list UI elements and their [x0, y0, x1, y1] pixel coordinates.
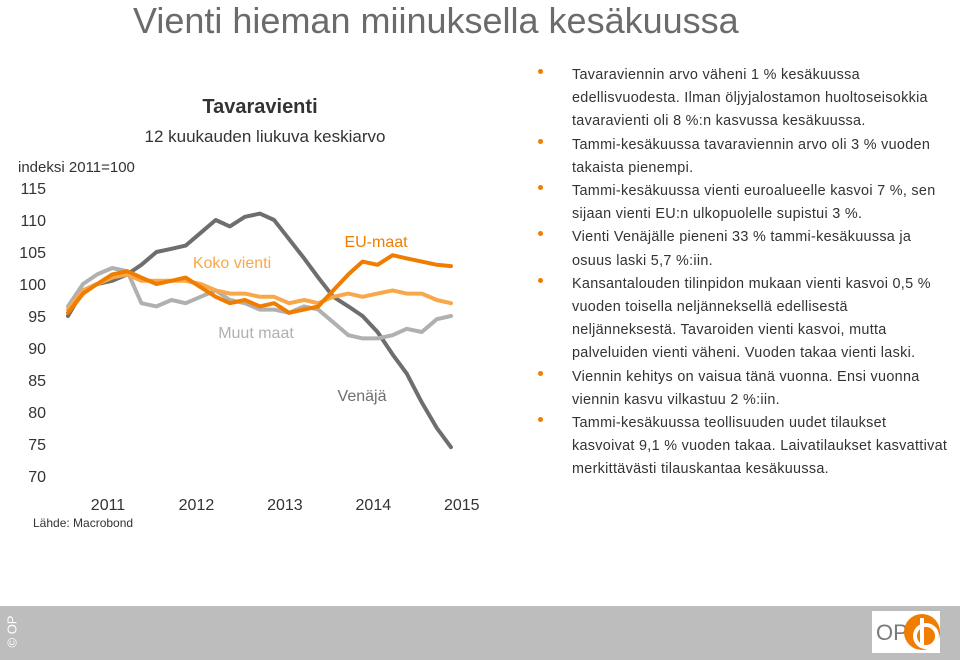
- y-tick-label: 105: [19, 245, 46, 262]
- x-tick-label: 2012: [179, 497, 215, 514]
- slide-title: Vienti hieman miinuksella kesäkuussa: [133, 0, 739, 41]
- x-tick-label: 2013: [267, 497, 303, 514]
- bullet-dot-icon: [538, 277, 543, 283]
- bullet-text: Tammi-kesäkuussa tavaraviennin arvo oli …: [572, 136, 931, 176]
- footer-bar: © OP: [0, 606, 960, 660]
- series-line-muut-maat: [66, 266, 453, 341]
- series-label: Muut maat: [218, 325, 294, 342]
- bullet-item: Viennin kehitys on vaisua tänä vuonna. E…: [538, 366, 950, 412]
- y-tick-label: 75: [28, 437, 46, 454]
- series-label: EU-maat: [344, 234, 408, 251]
- series-label: Koko vienti: [193, 255, 271, 272]
- bullet-item: Tammi-kesäkuussa vienti euroalueelle kas…: [538, 180, 950, 226]
- op-logo-icon: [904, 614, 940, 650]
- bullet-item: Kansantalouden tilinpidon mukaan vienti …: [538, 273, 950, 366]
- bullet-item: Vienti Venäjälle pieneni 33 % tammi-kesä…: [538, 226, 950, 272]
- bullet-dot-icon: [538, 231, 543, 237]
- y-tick-label: 110: [20, 213, 46, 230]
- chart-subtitle: 12 kuukauden liukuva keskiarvo: [144, 127, 386, 146]
- y-tick-label: 85: [28, 373, 46, 390]
- bullet-text: Tavaraviennin arvo väheni 1 % kesäkuussa…: [572, 67, 928, 130]
- y-tick-label: 95: [28, 309, 46, 326]
- chart-title: Tavaravienti: [202, 96, 318, 118]
- bullet-dot-icon: [538, 370, 543, 376]
- bullet-item: Tavaraviennin arvo väheni 1 % kesäkuussa…: [538, 64, 950, 134]
- logo-text: OP: [876, 620, 908, 645]
- bullet-text: Kansantalouden tilinpidon mukaan vienti …: [572, 275, 931, 362]
- y-tick-label: 115: [20, 181, 46, 198]
- line-chart: 70 75 80 85 90 95 100 105 110 115 2011 2012 2013 2014…: [19, 181, 480, 514]
- y-tick-label: 100: [19, 277, 46, 294]
- y-tick-label: 90: [28, 341, 46, 358]
- x-tick-label: 2011: [91, 497, 126, 514]
- y-tick-label: 80: [28, 405, 46, 422]
- x-tick-label: 2015: [444, 497, 480, 514]
- y-axis-caption: indeksi 2011=100: [18, 159, 135, 176]
- bullet-text: Viennin kehitys on vaisua tänä vuonna. E…: [572, 368, 920, 408]
- bullet-text: Tammi-kesäkuussa vienti euroalueelle kas…: [572, 183, 936, 223]
- bullet-text: Tammi-kesäkuussa teollisuuden uudet tila…: [572, 415, 948, 478]
- series-line-koko-vienti: [66, 272, 453, 312]
- series-label: Venäjä: [338, 388, 387, 405]
- bullet-dot-icon: [538, 69, 543, 74]
- bullet-dot-icon: [538, 138, 543, 144]
- x-tick-label: 2014: [356, 497, 392, 514]
- bullet-item: Tammi-kesäkuussa tavaraviennin arvo oli …: [538, 134, 950, 180]
- bullet-dot-icon: [538, 185, 543, 191]
- bullet-list: Tavaraviennin arvo väheni 1 % kesäkuussa…: [538, 64, 950, 482]
- copyright-text: © OP: [4, 615, 20, 648]
- y-tick-label: 70: [28, 469, 46, 486]
- source-note: Lähde: Macrobond: [33, 516, 134, 530]
- bullet-item: Tammi-kesäkuussa teollisuuden uudet tila…: [538, 412, 950, 482]
- bullet-dot-icon: [538, 417, 543, 423]
- series-line-eu-maat: [66, 253, 453, 315]
- op-logo: OP: [872, 611, 940, 653]
- bullet-text: Vienti Venäjälle pieneni 33 % tammi-kesä…: [572, 229, 912, 269]
